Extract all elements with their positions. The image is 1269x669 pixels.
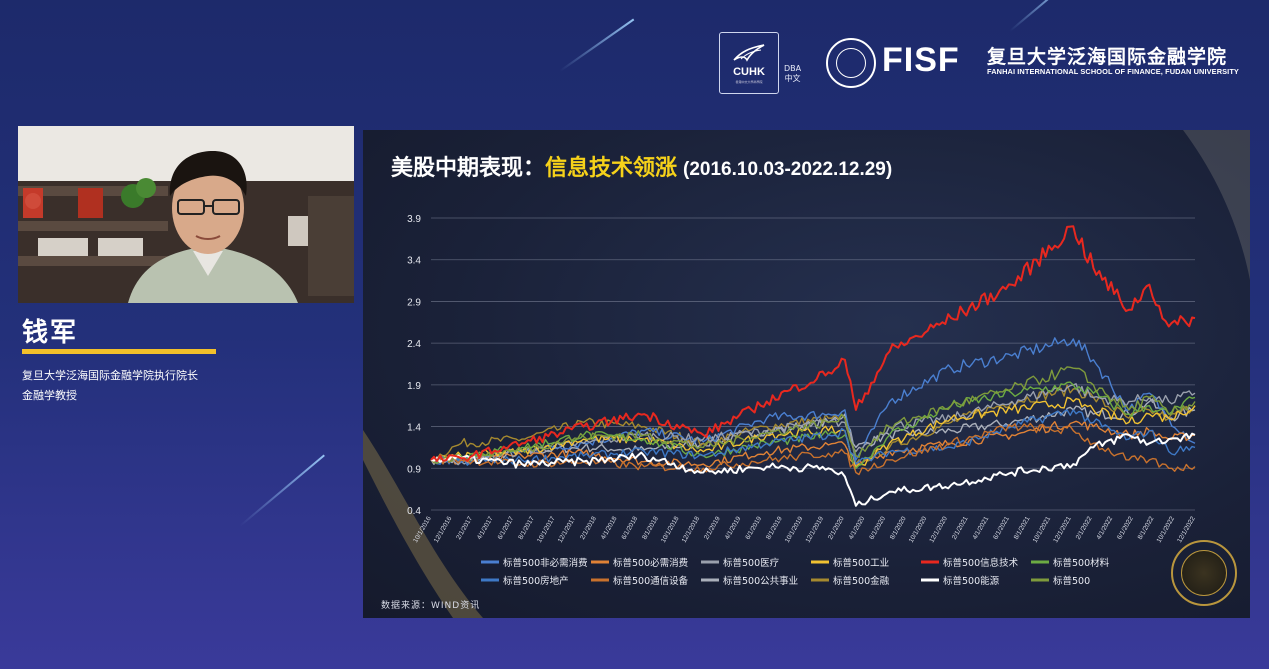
x-tick-label: 10/1/2020	[908, 515, 929, 544]
school-name-en: FANHAI INTERNATIONAL SCHOOL OF FINANCE, …	[987, 67, 1239, 76]
x-tick-label: 4/1/2022	[1095, 515, 1114, 541]
x-tick-label: 6/1/2017	[497, 515, 516, 541]
y-tick-label: 3.4	[407, 256, 421, 267]
x-tick-label: 6/1/2018	[621, 515, 640, 541]
series-line-7	[430, 422, 1196, 476]
x-tick-label: 6/1/2022	[1116, 515, 1135, 541]
speaker-video	[18, 126, 354, 303]
x-tick-label: 2/1/2019	[703, 515, 722, 541]
legend-label: 标普500房地产	[503, 575, 569, 587]
y-tick-label: 1.4	[407, 423, 421, 434]
x-tick-label: 6/1/2021	[992, 515, 1011, 541]
x-tick-label: 2/1/2017	[455, 515, 474, 541]
fisf-logo: FISF	[882, 41, 960, 79]
x-tick-label: 12/1/2017	[557, 515, 578, 544]
x-tick-label: 8/1/2021	[1013, 515, 1032, 541]
dba-label: DBA 中文	[784, 64, 802, 83]
slide-title-highlight: 信息技术领涨	[545, 156, 678, 181]
x-tick-label: 12/1/2016	[433, 515, 454, 544]
series-line-11	[430, 366, 1196, 464]
decorative-streak	[1009, 0, 1065, 32]
x-tick-label: 10/1/2017	[536, 515, 557, 544]
x-tick-label: 12/1/2022	[1176, 515, 1197, 544]
legend-label: 标普500必需消费	[613, 557, 688, 569]
x-tick-label: 4/1/2018	[600, 515, 619, 541]
legend-label: 标普500能源	[943, 575, 1000, 587]
series-line-9	[430, 384, 1196, 465]
legend-label: 标普500材料	[1053, 557, 1110, 569]
x-tick-label: 10/1/2022	[1156, 515, 1177, 544]
series-line-8	[430, 398, 1196, 465]
x-tick-label: 8/1/2018	[641, 515, 660, 541]
fudan-seal-icon	[826, 38, 876, 88]
x-tick-label: 8/1/2019	[765, 515, 784, 541]
data-source-note: 数据来源：WIND资讯	[381, 601, 481, 611]
x-tick-label: 12/1/2021	[1052, 515, 1073, 544]
x-tick-label: 8/1/2022	[1137, 515, 1156, 541]
legend-label: 标普500	[1053, 575, 1090, 587]
school-emblem-icon	[1171, 540, 1237, 606]
x-tick-label: 10/1/2021	[1032, 515, 1053, 544]
y-tick-label: 0.4	[407, 506, 421, 517]
series-line-0	[430, 337, 1196, 465]
x-tick-label: 4/1/2021	[972, 515, 991, 541]
legend-label: 标普500工业	[833, 557, 889, 569]
series-line-2	[430, 383, 1196, 466]
x-tick-label: 6/1/2019	[744, 515, 763, 541]
slide-date-range: (2016.10.03-2022.12.29)	[683, 159, 893, 180]
speaker-video-image	[18, 126, 354, 303]
x-tick-label: 8/1/2017	[517, 515, 536, 541]
legend-label: 标普500医疗	[723, 557, 780, 569]
x-tick-label: 2/1/2018	[579, 515, 598, 541]
x-tick-label: 4/1/2017	[476, 515, 495, 541]
x-tick-label: 10/1/2018	[660, 515, 681, 544]
cuhk-logo-subtext: 香港中文大學商學院	[735, 80, 763, 84]
y-tick-label: 1.9	[407, 381, 421, 392]
series-line-5	[430, 381, 1196, 469]
cuhk-bird-icon	[733, 44, 765, 62]
slide-title: 美股中期表现：信息技术领涨 (2016.10.03-2022.12.29)	[391, 150, 892, 182]
x-tick-label: 4/1/2020	[848, 515, 867, 541]
x-tick-label: 12/1/2019	[805, 515, 826, 544]
decorative-streak	[239, 454, 325, 527]
x-tick-label: 2/1/2020	[827, 515, 846, 541]
x-tick-label: 6/1/2020	[868, 515, 887, 541]
x-tick-label: 12/1/2020	[928, 515, 949, 544]
x-tick-label: 8/1/2020	[889, 515, 908, 541]
series-line-1	[430, 420, 1196, 468]
series-line-10	[430, 432, 1196, 507]
legend-label: 标普500金融	[833, 575, 890, 587]
y-tick-label: 2.9	[407, 297, 421, 308]
legend-label: 标普500公共事业	[723, 575, 798, 587]
speaker-title: 复旦大学泛海国际金融学院执行院长 金融学教授	[22, 366, 198, 406]
decorative-streak	[559, 18, 635, 72]
y-tick-label: 0.9	[407, 464, 421, 475]
speaker-title-line1: 复旦大学泛海国际金融学院执行院长	[22, 369, 198, 382]
school-name-cn: 复旦大学泛海国际金融学院	[987, 46, 1228, 68]
legend-label: 标普500通信设备	[613, 575, 689, 587]
slide-title-main: 美股中期表现：	[391, 156, 546, 181]
series-line-4	[430, 225, 1196, 462]
name-underline	[22, 349, 216, 354]
x-tick-label: 2/1/2021	[951, 515, 970, 541]
cuhk-logo: CUHK 香港中文大學商學院	[719, 32, 779, 94]
speaker-title-line2: 金融学教授	[22, 389, 77, 402]
x-tick-label: 2/1/2022	[1075, 515, 1094, 541]
legend-label: 标普500非必需消费	[503, 557, 588, 569]
speaker-name: 钱军	[22, 318, 79, 348]
x-tick-label: 12/1/2018	[681, 515, 702, 544]
cuhk-logo-text: CUHK	[733, 66, 765, 78]
x-tick-label: 4/1/2019	[724, 515, 743, 541]
x-tick-label: 10/1/2019	[784, 515, 805, 544]
line-chart: 3.93.42.92.41.91.40.90.4 10/1/2016 12/1/2…	[363, 130, 1250, 618]
y-tick-label: 2.4	[407, 339, 421, 350]
legend-label: 标普500信息技术	[943, 557, 1019, 569]
presentation-slide: 3.9 3.4 2.9 2.4 1.9 1.4 0.9 0.4 10/1/2016 12/1/2…	[363, 130, 1250, 618]
y-tick-label: 3.9	[407, 214, 421, 225]
